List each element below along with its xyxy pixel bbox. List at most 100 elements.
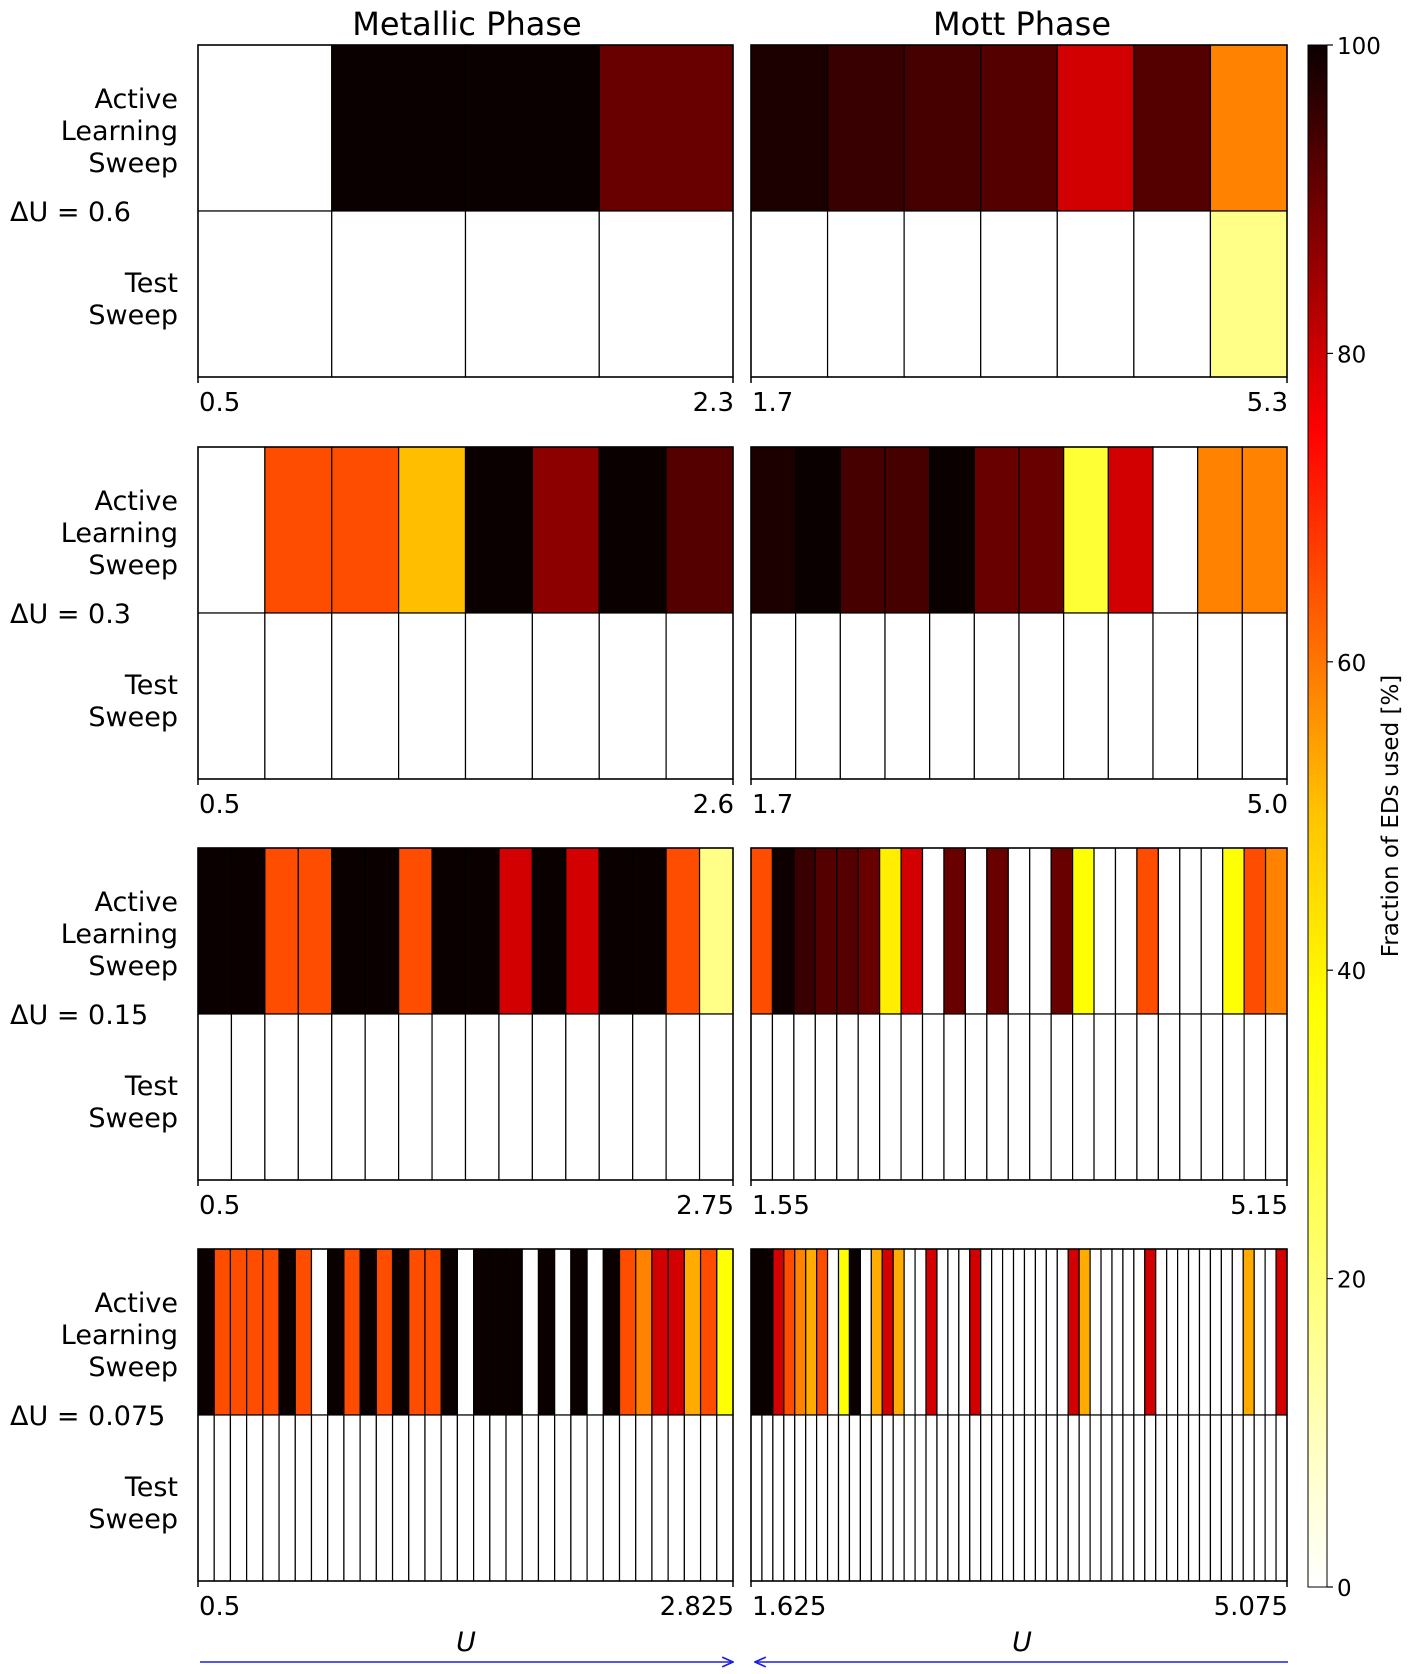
cell-test [375,1414,394,1582]
cell-test [814,1013,838,1181]
x-tick-label-start: 0.5 [199,388,240,418]
cell-active [903,44,982,212]
cell-active [1007,847,1031,1015]
cell-active [246,1248,264,1416]
cell-test [246,1414,264,1582]
cell-test [294,1414,313,1582]
cell-test [1166,1414,1179,1582]
cell-test [1209,1414,1222,1582]
cell-test [651,1414,669,1582]
colorbar-tick-label: 80 [1337,342,1366,368]
cell-test [635,1414,653,1582]
cell-test [1067,1414,1080,1582]
cell-active [794,1248,807,1416]
cell-test [598,210,734,378]
cell-active [1029,847,1052,1015]
cell-active [264,446,333,614]
cell-test [618,1414,637,1582]
cell-active [991,1248,1004,1416]
cell-active [1166,1248,1179,1416]
cell-test [1018,612,1065,780]
cell-active [750,847,774,1015]
cell-active [1093,847,1117,1015]
cell-test [826,210,905,378]
cell-test [554,1414,572,1582]
cell-active [398,446,467,614]
cell-active [197,446,266,614]
cell-active [1034,1248,1047,1416]
cell-test [665,612,734,780]
cell-test [1275,1414,1288,1582]
cell-active [683,1248,702,1416]
cell-test [327,1414,345,1582]
cell-test [795,612,841,780]
cell-active [665,847,701,1015]
colorbar-tick-label: 100 [1337,34,1381,60]
cell-test [1152,612,1199,780]
x-tick-label-end: 5.075 [1214,1592,1288,1622]
cell-active [391,1248,410,1416]
cell-active [1056,44,1135,212]
cell-active [586,1248,604,1416]
cell-test [903,1414,916,1582]
cell-active [262,1248,280,1416]
cell-active [837,1248,851,1416]
cell-test [973,612,1020,780]
cell-active [1275,1248,1288,1416]
cell-test [343,1414,361,1582]
cell-test [958,1414,971,1582]
cell-test [1078,1414,1091,1582]
cell-active [213,1248,232,1416]
cell-test [278,1414,296,1582]
cell-test [980,1414,993,1582]
cell-active [440,1248,458,1416]
cell-active [1197,446,1243,614]
heatmap-mott: 1.7 5.0 [750,446,1288,820]
cell-test [1198,1414,1212,1582]
cell-test [884,612,931,780]
cell-active [848,1248,861,1416]
cell-active [1209,1248,1222,1416]
colorbar-ticks: 0 20 40 60 80 100 [1327,34,1381,1602]
cell-active [1045,1248,1058,1416]
cell-active [1012,1248,1026,1416]
cell-test [1063,612,1109,780]
cell-test [398,612,467,780]
row-label-test: Test Sweep [88,268,178,331]
row-label-active: Active Learning Sweep [61,887,178,982]
cell-active [331,847,366,1015]
cell-test [1007,1013,1031,1181]
cell-active [1122,1248,1135,1416]
cell-active [531,446,600,614]
cell-active [1136,847,1159,1015]
cell-test [1200,1013,1224,1181]
cell-test [943,1013,967,1181]
cell-active [1089,1248,1102,1416]
cell-test [699,1414,718,1582]
cell-active [1067,1248,1080,1416]
heatmap-mott: 1.625 5.075 [750,1248,1288,1622]
cell-test [1122,1414,1135,1582]
cell-test [914,1414,927,1582]
cell-test [598,1013,634,1181]
delta-u-label: ΔU = 0.075 [10,1401,165,1432]
column-title-mott: Mott Phase [933,5,1111,43]
cell-test [1157,1013,1181,1181]
x-axis-label-metallic: U [456,1627,476,1658]
cell-test [761,1414,774,1582]
cell-test [947,1414,960,1582]
cell-test [1001,1414,1015,1582]
cell-test [1243,1013,1267,1181]
cell-active [294,1248,313,1416]
cell-active [805,1248,818,1416]
cell-active [570,1248,588,1416]
cell-active [1198,1248,1212,1416]
cell-test [794,1414,807,1582]
cell-test [900,1013,924,1181]
cell-active [783,1248,796,1416]
cell-active [598,44,734,212]
cell-test [632,1013,667,1181]
cell-active [1222,847,1245,1015]
cell-test [197,612,266,780]
